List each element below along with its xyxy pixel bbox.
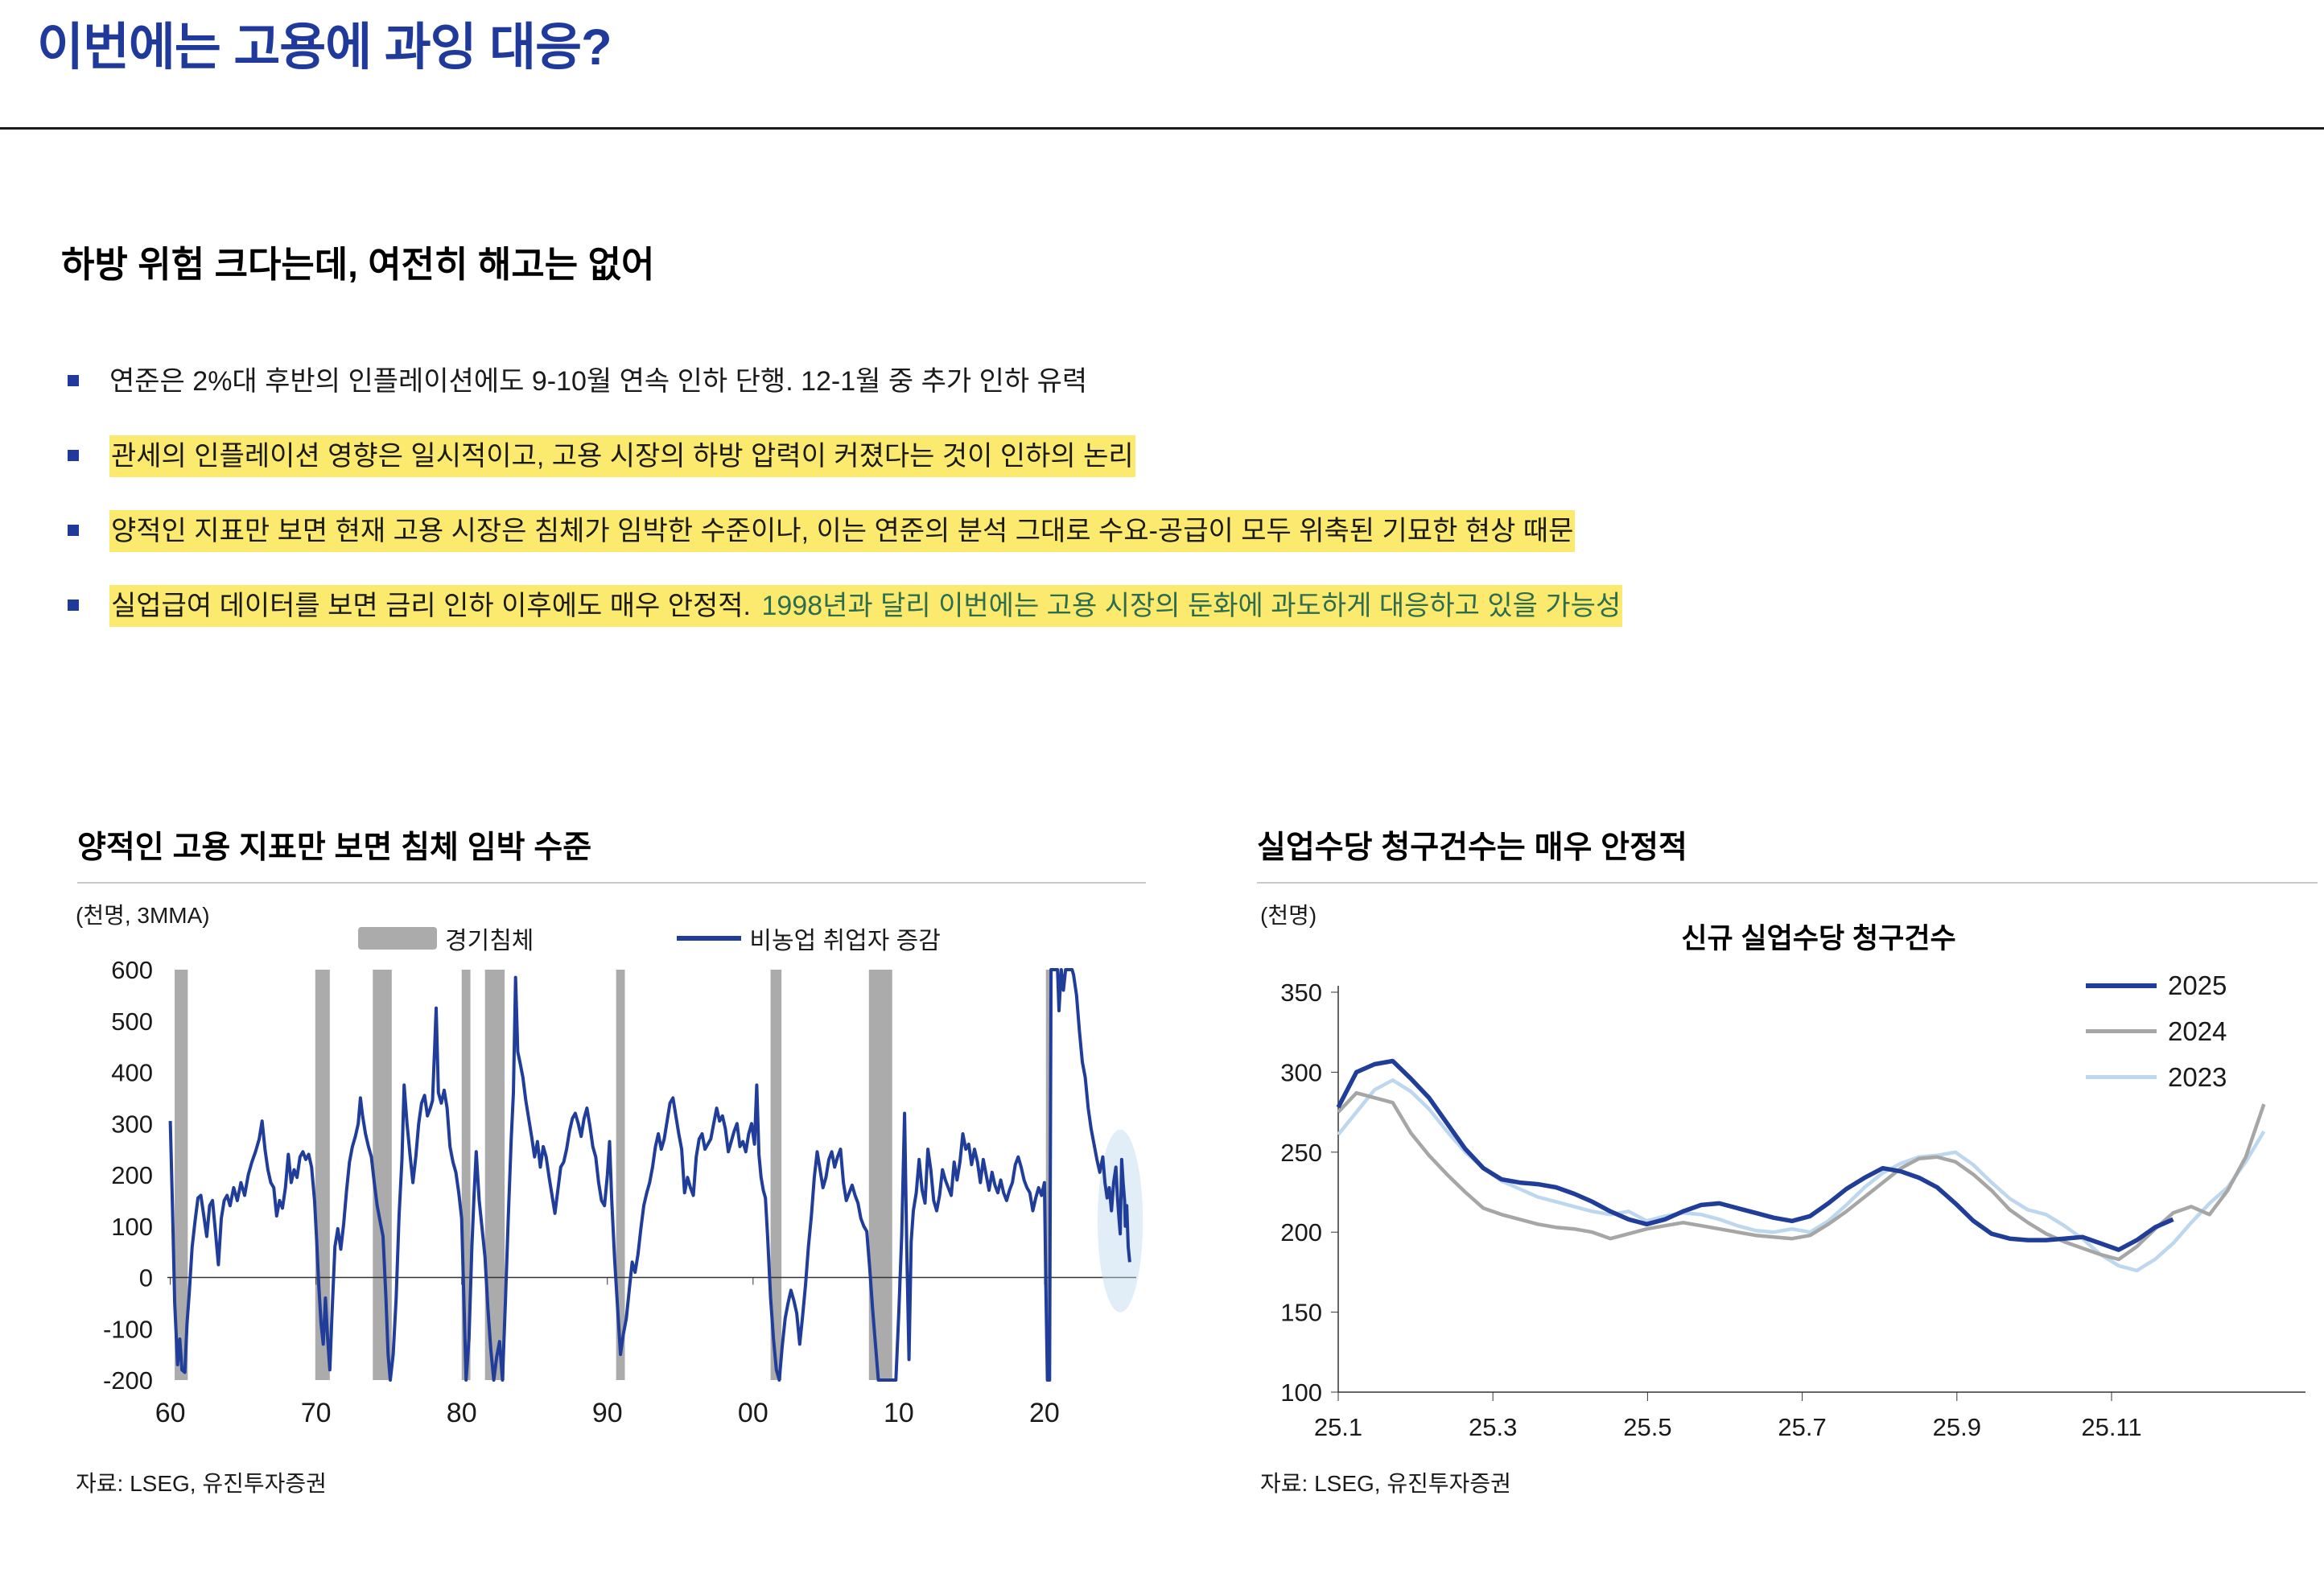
claims-legend-2025: 2025 bbox=[2086, 962, 2227, 1008]
claims-legend-label-2025: 2025 bbox=[2168, 970, 2227, 1000]
bullet-text: 관세의 인플레이션 영향은 일시적이고, 고용 시장의 하방 압력이 커졌다는 … bbox=[109, 435, 1135, 477]
payrolls-series-line bbox=[168, 968, 1131, 1382]
bullet-marker-icon bbox=[68, 599, 79, 611]
x-tick-label: 10 bbox=[884, 1398, 914, 1428]
claims-series-line-2023 bbox=[1337, 1078, 2266, 1273]
payrolls-legend: 경기침체 비농업 취업자 증감 bbox=[358, 921, 941, 956]
claims-legend-label-2023: 2023 bbox=[2168, 1061, 2227, 1092]
title-divider bbox=[0, 127, 2324, 130]
claims-series-line-2024 bbox=[1337, 1090, 2266, 1262]
x-tick-label: 25.9 bbox=[1933, 1413, 1981, 1441]
y-tick-label: 150 bbox=[1280, 1299, 1322, 1327]
claims-legend-label-2024: 2024 bbox=[2168, 1016, 2227, 1046]
x-tick-label: 25.11 bbox=[2081, 1413, 2141, 1441]
y-tick-label: -200 bbox=[103, 1366, 153, 1395]
payrolls-panel-title: 양적인 고용 지표만 보면 침체 임박 수준 bbox=[77, 830, 592, 865]
x-tick-label: 00 bbox=[738, 1398, 768, 1428]
payrolls-legend-label: 비농업 취업자 증감 bbox=[749, 928, 941, 954]
bullet-item: 관세의 인플레이션 영향은 일시적이고, 고용 시장의 하방 압력이 커졌다는 … bbox=[61, 435, 2282, 477]
y-tick-label: 350 bbox=[1280, 979, 1322, 1007]
payrolls-legend-swatch bbox=[677, 936, 742, 941]
claims-legend-swatch-2025 bbox=[2086, 983, 2157, 988]
x-tick-label: 25.5 bbox=[1623, 1413, 1671, 1441]
payrolls-unit-label: (천명, 3MMA) bbox=[76, 903, 210, 928]
bullet-marker-icon bbox=[68, 449, 79, 461]
bullet-segment: 양적인 지표만 보면 현재 고용 시장은 침체가 임박한 수준이나, 이는 연준… bbox=[109, 509, 1576, 552]
x-tick-label: 70 bbox=[301, 1398, 332, 1428]
bullet-text: 양적인 지표만 보면 현재 고용 시장은 침체가 임박한 수준이나, 이는 연준… bbox=[109, 509, 1576, 552]
bullet-list: 연준은 2%대 후반의 인플레이션에도 9-10월 연속 인하 단행. 12-1… bbox=[61, 364, 2282, 663]
x-tick-label: 80 bbox=[447, 1398, 477, 1428]
recession-legend-label: 경기침체 bbox=[445, 928, 534, 954]
bullet-segment: 관세의 인플레이션 영향은 일시적이고, 고용 시장의 하방 압력이 커졌다는 … bbox=[109, 435, 1135, 477]
y-tick-label: 100 bbox=[111, 1213, 153, 1241]
bullet-text: 실업급여 데이터를 보면 금리 인하 이후에도 매우 안정적. 1998년과 달… bbox=[109, 584, 1623, 627]
recession-band bbox=[373, 970, 392, 1380]
recession-legend-swatch bbox=[358, 927, 437, 950]
x-tick-label: 90 bbox=[592, 1398, 623, 1428]
y-tick-label: 100 bbox=[1280, 1378, 1322, 1407]
y-tick-label: 400 bbox=[111, 1059, 153, 1087]
claims-chart-title: 신규 실업수당 청구건수 bbox=[1681, 923, 1956, 954]
y-tick-label: 600 bbox=[111, 956, 153, 984]
claims-chart: 350 300 250 200 150 100 25.1 25.3 25.5 25.7 25.9 25… bbox=[1280, 979, 2305, 1441]
bullet-item: 실업급여 데이터를 보면 금리 인하 이후에도 매우 안정적. 1998년과 달… bbox=[61, 584, 2282, 627]
page-title: 이번에는 고용에 과잉 대응? bbox=[37, 19, 612, 76]
y-tick-label: 250 bbox=[1280, 1139, 1322, 1167]
claims-legend-2023: 2023 bbox=[2086, 1054, 2227, 1100]
bullet-marker-icon bbox=[68, 524, 79, 536]
payrolls-source: 자료: LSEG, 유진투자증권 bbox=[76, 1471, 327, 1496]
bullet-item: 연준은 2%대 후반의 인플레이션에도 9-10월 연속 인하 단행. 12-1… bbox=[61, 364, 2282, 401]
bullet-segment: 1998년과 달리 이번에는 고용 시장의 둔화에 과도하게 대응하고 있을 가… bbox=[760, 584, 1623, 627]
recession-band bbox=[461, 970, 471, 1380]
recession-band bbox=[616, 970, 625, 1380]
y-tick-label: 200 bbox=[1280, 1218, 1322, 1246]
claims-legend-swatch-2024 bbox=[2086, 1029, 2157, 1033]
x-tick-label: 60 bbox=[155, 1398, 186, 1428]
claims-panel-title: 실업수당 청구건수는 매우 안정적 bbox=[1257, 830, 1687, 865]
claims-panel: 실업수당 청구건수는 매우 안정적 bbox=[1257, 822, 2318, 884]
claims-source: 자료: LSEG, 유진투자증권 bbox=[1260, 1471, 1511, 1496]
y-tick-label: 500 bbox=[111, 1007, 153, 1036]
bullet-text: 연준은 2%대 후반의 인플레이션에도 9-10월 연속 인하 단행. 12-1… bbox=[109, 364, 1087, 401]
bullet-item: 양적인 지표만 보면 현재 고용 시장은 침체가 임박한 수준이나, 이는 연준… bbox=[61, 509, 2282, 552]
claims-series-line-2025 bbox=[1336, 1058, 2174, 1252]
x-tick-label: 25.3 bbox=[1469, 1413, 1517, 1441]
y-tick-label: 200 bbox=[111, 1161, 153, 1189]
y-tick-label: 300 bbox=[1280, 1058, 1322, 1086]
x-tick-label: 25.1 bbox=[1314, 1413, 1362, 1441]
payrolls-panel: 양적인 고용 지표만 보면 침체 임박 수준 bbox=[77, 822, 1146, 884]
bullet-segment: 실업급여 데이터를 보면 금리 인하 이후에도 매우 안정적. bbox=[109, 584, 760, 627]
claims-unit-label: (천명) bbox=[1260, 903, 1317, 928]
claims-panel-divider bbox=[1257, 882, 2318, 884]
x-tick-label: 25.7 bbox=[1778, 1413, 1826, 1441]
payrolls-panel-divider bbox=[77, 882, 1146, 884]
bullet-segment: 연준은 2%대 후반의 인플레이션에도 9-10월 연속 인하 단행. 12-1… bbox=[109, 366, 1088, 397]
claims-legend-2024: 2024 bbox=[2086, 1008, 2227, 1054]
recession-band bbox=[1045, 970, 1051, 1380]
y-tick-label: 300 bbox=[111, 1110, 153, 1138]
y-tick-label: -100 bbox=[103, 1315, 153, 1343]
x-tick-label: 20 bbox=[1029, 1398, 1060, 1428]
subtitle: 하방 위험 크다는데, 여전히 해고는 없어 bbox=[61, 244, 655, 285]
bullet-marker-icon bbox=[68, 375, 79, 386]
claims-legend-swatch-2023 bbox=[2086, 1075, 2157, 1079]
y-tick-label: 0 bbox=[139, 1264, 153, 1292]
claims-legend: 2025 2024 2023 bbox=[2086, 962, 2227, 1100]
